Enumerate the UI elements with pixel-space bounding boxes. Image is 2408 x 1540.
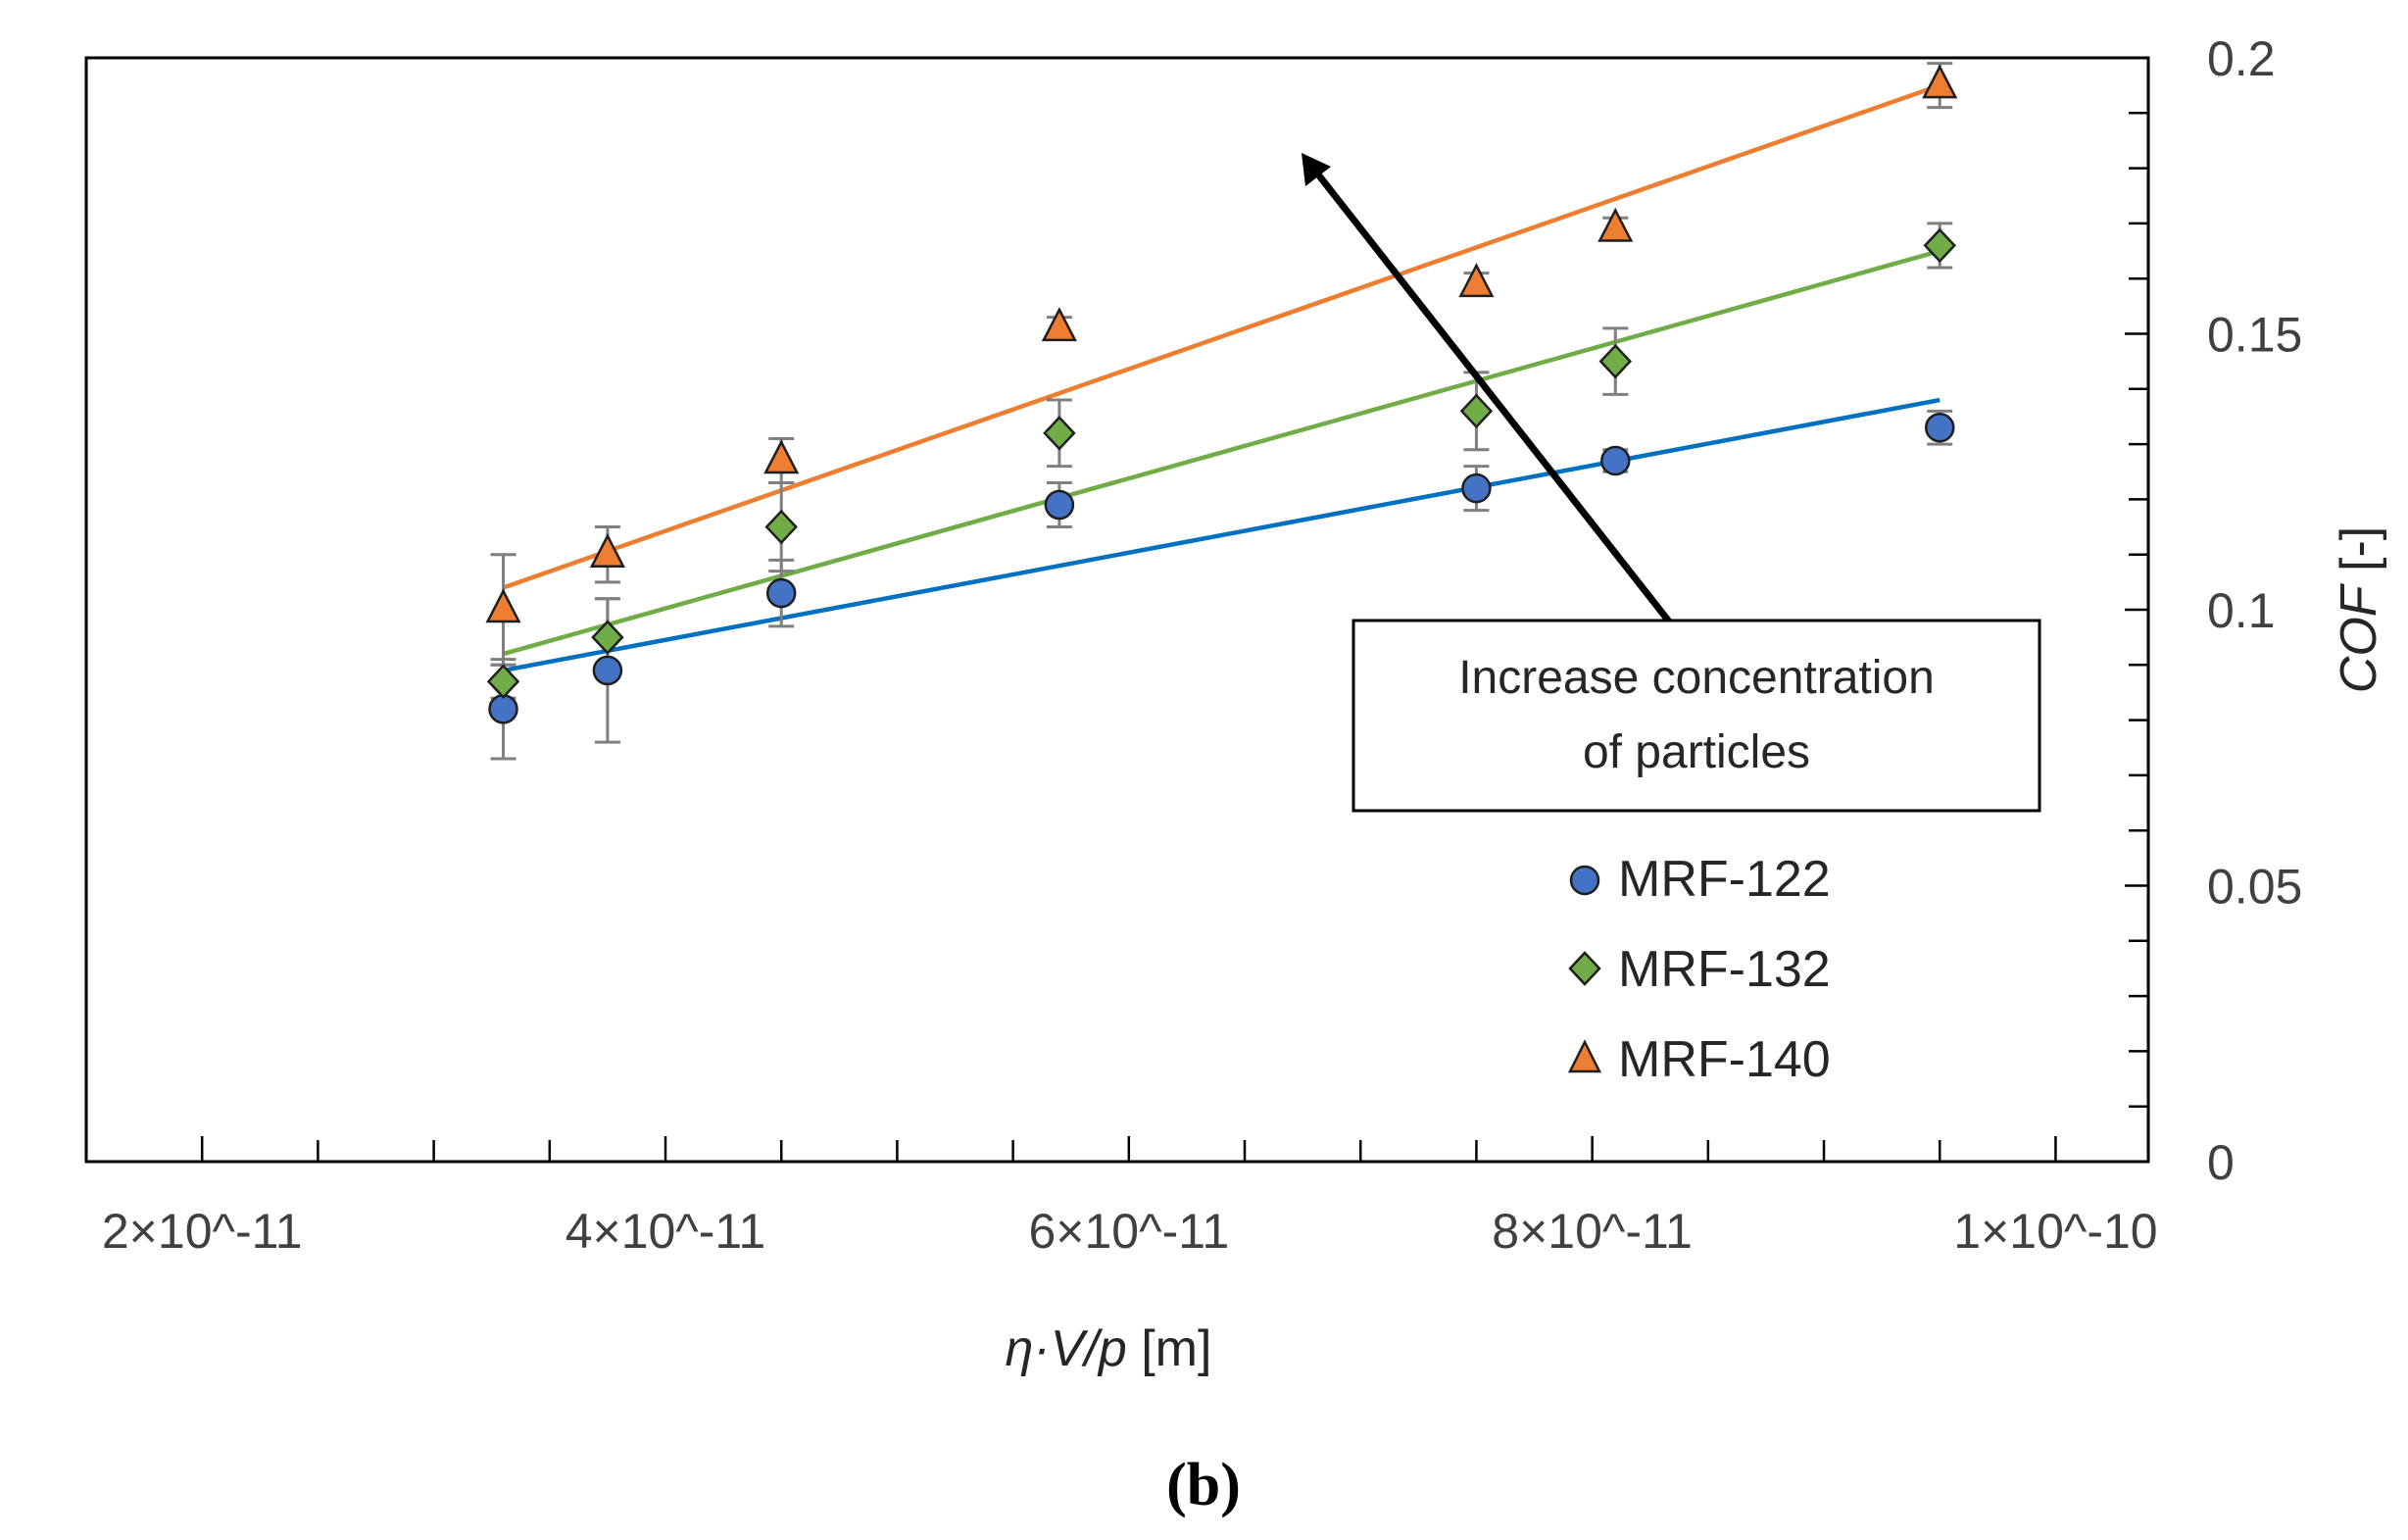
- data-point-mrf-132: [1598, 343, 1632, 379]
- figure-caption: (b): [1166, 1452, 1241, 1518]
- x-tick-label: 8×10^-11: [1492, 1204, 1693, 1259]
- annotation-line-1: Increase concentration: [1458, 652, 1935, 704]
- annotation-box: Increase concentration of particles: [1351, 619, 2041, 813]
- legend-label-mrf-140: MRF-140: [1618, 1031, 1831, 1088]
- data-point-mrf-122: [1600, 445, 1631, 476]
- data-point-mrf-122: [1924, 412, 1955, 443]
- data-point-mrf-132: [486, 664, 520, 700]
- data-point-mrf-140: [485, 588, 521, 623]
- legend-label-mrf-122: MRF-122: [1618, 851, 1831, 908]
- data-point-mrf-132: [1043, 416, 1076, 451]
- data-point-mrf-140: [1458, 263, 1495, 298]
- y-tick-label: 0.05: [2207, 860, 2302, 915]
- trendline-mrf-132: [502, 248, 1941, 657]
- legend-label-mrf-132: MRF-132: [1618, 941, 1831, 998]
- y-tick-label: 0.2: [2207, 31, 2276, 86]
- y-tick-label: 0.15: [2207, 308, 2302, 363]
- legend-marker-mrf-132: [1568, 951, 1601, 986]
- y-tick-label: 0.1: [2207, 583, 2276, 638]
- legend-marker-mrf-122: [1569, 865, 1600, 896]
- data-point-mrf-132: [1459, 393, 1494, 429]
- data-point-mrf-122: [1044, 489, 1075, 521]
- trendline-mrf-122: [503, 397, 1941, 673]
- annotation-line-2: of particles: [1583, 726, 1810, 778]
- trendline-mrf-140: [502, 83, 1941, 590]
- data-point-mrf-132: [764, 509, 798, 545]
- data-point-mrf-140: [763, 439, 800, 474]
- x-tick-label: 1×10^-10: [1953, 1204, 2157, 1259]
- data-point-mrf-140: [1597, 207, 1634, 242]
- data-point-mrf-122: [488, 694, 518, 724]
- legend-marker-mrf-140: [1567, 1039, 1602, 1073]
- x-tick-label: 4×10^-11: [565, 1204, 766, 1259]
- data-point-mrf-122: [765, 577, 797, 609]
- data-point-mrf-122: [1461, 472, 1492, 504]
- data-point-mrf-140: [1041, 307, 1077, 342]
- data-point-mrf-140: [1922, 64, 1958, 99]
- x-tick-label: 6×10^-11: [1028, 1204, 1229, 1259]
- data-point-mrf-122: [592, 655, 623, 686]
- x-axis-ticks: 2×10^-11 4×10^-11 6×10^-11 8×10^-11 1×10^-10: [102, 1136, 2158, 1259]
- y-axis-title: COF [-]: [2331, 526, 2387, 693]
- x-axis-title: η·V/p [m]: [1006, 1320, 1212, 1377]
- y-axis-ticks: 0 0.05 0.1 0.15 0.2: [2125, 31, 2302, 1190]
- data-point-mrf-132: [591, 620, 624, 655]
- plot-frame: [84, 56, 2150, 1164]
- x-tick-label: 2×10^-11: [102, 1204, 303, 1259]
- data-markers: [485, 64, 1958, 724]
- data-point-mrf-140: [589, 532, 625, 568]
- annotation-arrow: [1302, 153, 1672, 624]
- trend-lines: [502, 83, 1941, 673]
- legend: MRF-122 MRF-132 MRF-140: [1567, 851, 1831, 1088]
- data-point-mrf-132: [1923, 227, 1956, 264]
- y-tick-label: 0: [2207, 1135, 2235, 1190]
